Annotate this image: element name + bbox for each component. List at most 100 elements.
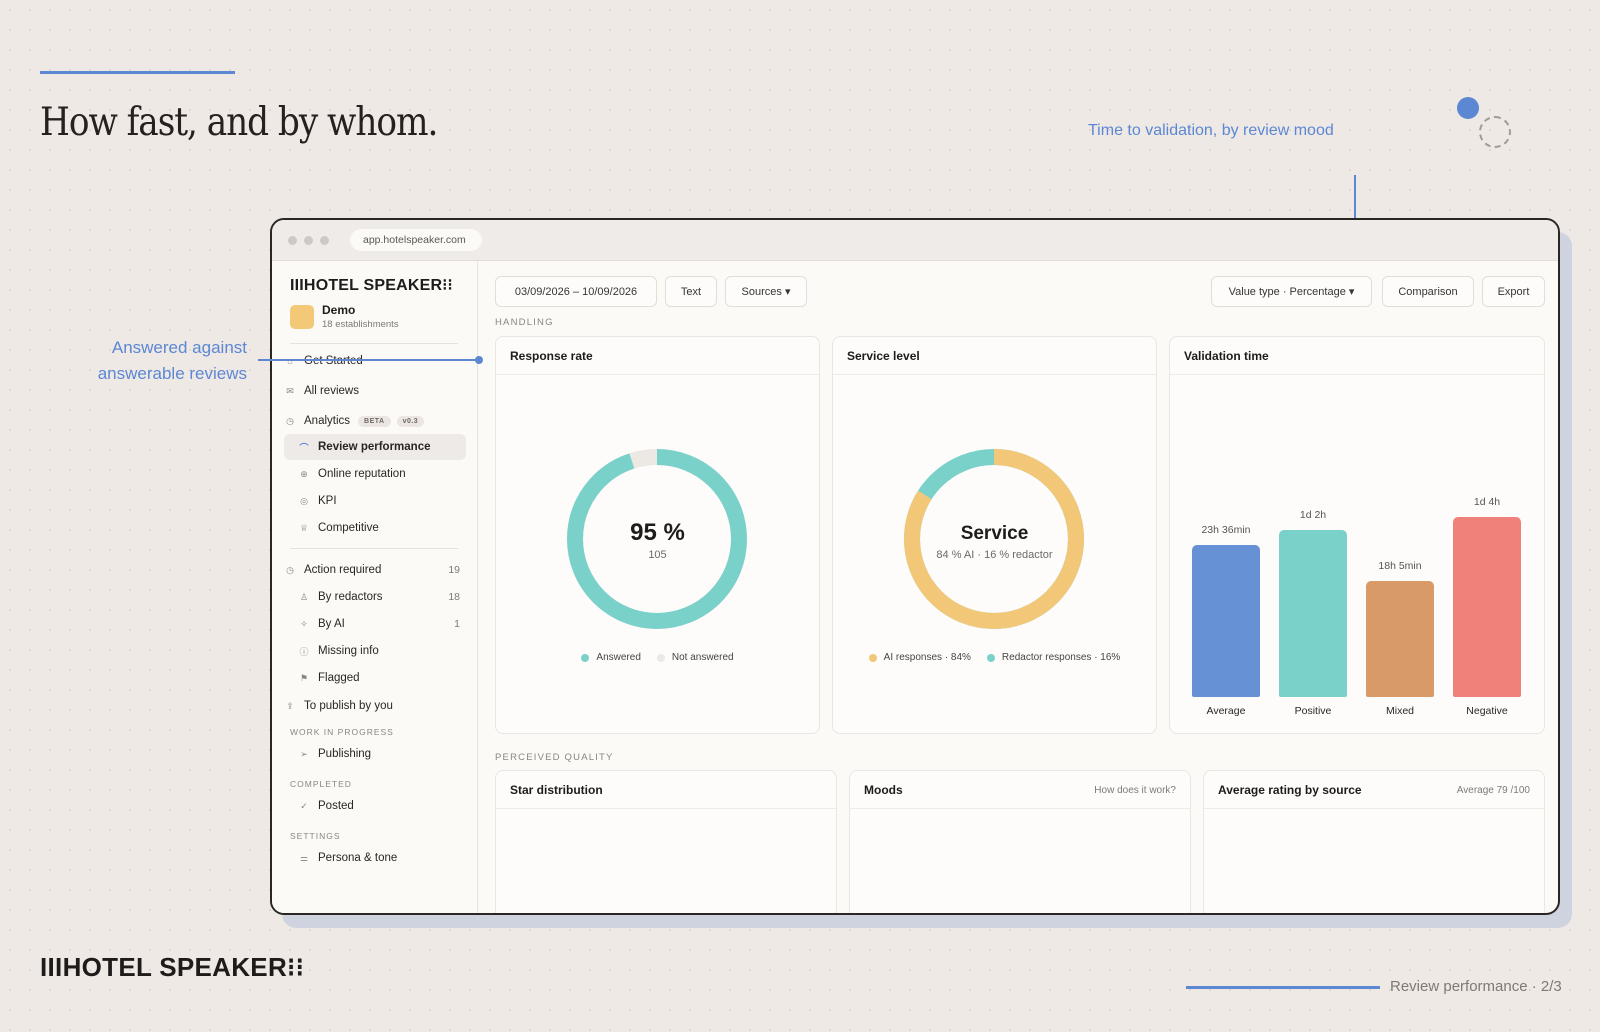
sidebar-item-label: Persona & tone [318, 852, 398, 864]
gauge-icon: ⌒ [299, 442, 309, 453]
beta-badge: BETA [358, 415, 391, 427]
by-redactors-count: 18 [448, 591, 460, 603]
sidebar-item-review-performance[interactable]: ⌒ Review performance [284, 434, 466, 460]
bar-value-label: 18h 5min [1378, 559, 1422, 572]
card-title: Service level [847, 349, 920, 363]
by-ai-count: 1 [454, 618, 460, 630]
validation-time-bar-chart: 23h 36min Average 1d 2h Positive 18h 5min Mix… [1170, 375, 1544, 725]
sidebar-item-analytics[interactable]: ◷ Analytics BETA v0.3 [284, 408, 466, 434]
section-handling: HANDLING [495, 317, 554, 328]
legend-label: AI responses · 84% [883, 652, 971, 663]
workspace-name[interactable]: Demo [322, 303, 356, 317]
sidebar-item-label: To publish by you [304, 700, 393, 712]
sidebar-item-to-publish[interactable]: ⇪ To publish by you [284, 693, 466, 719]
callout-leader-dot [475, 356, 483, 364]
footer-page-label: Review performance · 2/3 [1390, 978, 1562, 995]
sidebar-item-online-reputation[interactable]: ⊕ Online reputation [284, 461, 466, 487]
send-icon: ➢ [300, 748, 308, 759]
workspace-avatar[interactable] [290, 305, 314, 329]
card-title: Star distribution [510, 783, 603, 797]
sidebar-item-kpi[interactable]: ◎ KPI [284, 488, 466, 514]
card-title: Response rate [510, 349, 593, 363]
sidebar-item-label: Action required [304, 564, 382, 576]
comparison-button[interactable]: Comparison [1382, 276, 1474, 307]
average-rating-card: Average rating by source Average 79 /100 [1203, 770, 1545, 913]
value-type-dropdown[interactable]: Value type · Percentage ▾ [1211, 276, 1372, 307]
sliders-icon: ⚌ [299, 852, 309, 863]
sidebar-item-by-ai[interactable]: ✧ By AI 1 [284, 611, 466, 637]
url-bar[interactable]: app.hotelspeaker.com [350, 229, 482, 251]
upload-icon: ⇪ [286, 700, 294, 711]
decorative-dashed-ring [1479, 116, 1511, 148]
sidebar-item-competitive[interactable]: ♕ Competitive [284, 515, 466, 541]
globe-icon: ⊕ [300, 468, 308, 479]
sidebar-item-posted[interactable]: ✓ Posted [284, 793, 466, 819]
legend-dot [656, 653, 665, 662]
bar-category-label: Mixed [1385, 705, 1414, 717]
donut-answered-segment [567, 449, 747, 629]
browser-titlebar: app.hotelspeaker.com [272, 220, 1558, 261]
sidebar-item-label: Competitive [318, 522, 379, 534]
callout-leader-line [258, 359, 479, 361]
bar-average[interactable] [1192, 545, 1260, 697]
sidebar-item-label: Online reputation [318, 468, 406, 480]
bar-positive[interactable] [1279, 529, 1347, 697]
footer-accent-rule [1186, 986, 1380, 989]
bar-category-label: Average [1206, 705, 1246, 717]
section-settings: SETTINGS [290, 831, 341, 841]
card-title: Moods [864, 783, 903, 797]
callout-response-rate: Answered against answerable reviews [97, 338, 247, 383]
bar-mixed[interactable] [1366, 580, 1434, 697]
card-divider [496, 374, 819, 375]
sidebar-item-get-started[interactable]: ⌂ Get Started [284, 348, 466, 374]
bar-value-label: 1d 4h [1473, 496, 1501, 508]
card-divider [1204, 808, 1544, 809]
sidebar-divider [290, 343, 458, 344]
main-content: 03/09/2026 – 10/09/2026 Text Sources ▾ V… [479, 261, 1558, 913]
check-circle-icon: ✓ [300, 800, 308, 811]
response-rate-value: 95 % [630, 519, 685, 546]
brand-logo[interactable]: IIIHOTEL SPEAKER⁝⁝ [290, 277, 453, 294]
sidebar-item-flagged[interactable]: ⚑ Flagged [284, 665, 466, 691]
header-accent-rule [40, 71, 235, 74]
date-range-picker[interactable]: 03/09/2026 – 10/09/2026 [495, 276, 657, 307]
service-level-split: 84 % AI · 16 % redactor [936, 549, 1053, 561]
sidebar-item-persona-tone[interactable]: ⚌ Persona & tone [284, 845, 466, 871]
sidebar-item-label: KPI [318, 495, 337, 507]
target-icon: ◎ [300, 495, 308, 506]
legend-not-answered: Not answered [656, 652, 734, 663]
bar-negative[interactable] [1453, 517, 1521, 697]
window-close-dot[interactable] [288, 236, 297, 245]
sidebar-item-publishing[interactable]: ➢ Publishing [284, 741, 466, 767]
how-does-it-work-link[interactable]: How does it work? [1094, 785, 1176, 796]
action-required-count: 19 [448, 564, 460, 576]
response-rate-card: Response rate 95 % 105 Answered Not answ… [495, 336, 820, 734]
text-filter-button[interactable]: Text [665, 276, 717, 307]
decorative-dot [1457, 97, 1479, 119]
legend-label: Not answered [671, 652, 734, 663]
legend-label: Answered [596, 652, 641, 663]
sidebar-item-label: Get Started [304, 355, 363, 367]
star-distribution-card: Star distribution [495, 770, 837, 913]
sidebar-item-by-redactors[interactable]: ♙ By redactors 18 [284, 584, 466, 610]
card-title: Validation time [1184, 349, 1269, 363]
bar-value-label: 1d 2h [1299, 508, 1327, 521]
sidebar-item-all-reviews[interactable]: ✉ All reviews [284, 378, 466, 404]
window-minimize-dot[interactable] [304, 236, 313, 245]
card-divider [1170, 374, 1544, 375]
window-maximize-dot[interactable] [320, 236, 329, 245]
export-button[interactable]: Export [1482, 276, 1545, 307]
sidebar-item-label: Flagged [318, 672, 360, 684]
card-divider [850, 808, 1190, 809]
legend-dot [868, 653, 877, 662]
legend-answered: Answered [581, 652, 641, 663]
sidebar-item-missing-info[interactable]: ⓘ Missing info [284, 638, 466, 664]
bar-value-label: 23h 36min [1201, 524, 1251, 537]
card-title: Average rating by source [1218, 783, 1362, 797]
sources-dropdown[interactable]: Sources ▾ [725, 276, 807, 307]
sidebar-item-label: By AI [318, 618, 345, 630]
sidebar-divider [290, 548, 458, 549]
validation-time-card: Validation time 23h 36min Average 1d 2h Pos… [1169, 336, 1545, 734]
sidebar-item-action-required[interactable]: ◷ Action required 19 [284, 557, 466, 583]
donut-ai-segment [904, 449, 1084, 629]
